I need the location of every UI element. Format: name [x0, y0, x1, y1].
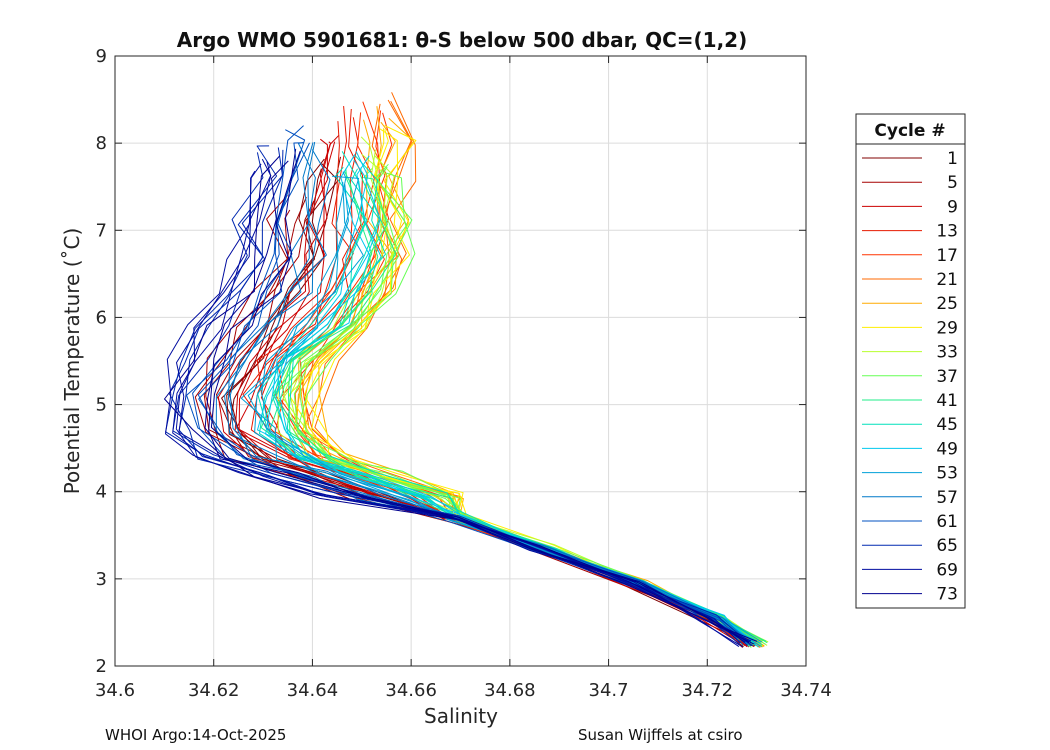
- x-tick-label: 34.66: [385, 680, 437, 701]
- y-tick-label: 7: [96, 220, 107, 241]
- footer-credit-right: Susan Wijffels at csiro: [578, 726, 743, 744]
- x-tick-label: 34.6: [95, 680, 135, 701]
- profile-line-cycle-37: [293, 163, 751, 647]
- axis-ticks: [114, 55, 807, 667]
- x-tick-label: 34.7: [589, 680, 629, 701]
- y-tick-label: 2: [96, 656, 107, 677]
- legend-title: Cycle #: [874, 121, 945, 141]
- legend-label-9: 9: [947, 197, 958, 217]
- y-tick-label: 4: [96, 482, 107, 503]
- profile-line-cycle-69: [175, 170, 752, 642]
- y-axis-label: Potential Temperature (˚C): [60, 228, 84, 495]
- legend-label-37: 37: [936, 367, 958, 387]
- x-tick-label: 34.72: [682, 680, 734, 701]
- x-axis-label: Salinity: [424, 704, 498, 728]
- profile-line-cycle-73: [164, 155, 750, 644]
- profile-line-cycle-5: [215, 200, 746, 647]
- footer-credit-left: WHOI Argo:14-Oct-2025: [105, 726, 287, 744]
- legend-label-5: 5: [947, 173, 958, 193]
- legend-label-13: 13: [936, 222, 958, 242]
- x-tick-label: 34.64: [287, 680, 339, 701]
- y-tick-label: 3: [96, 569, 107, 590]
- profile-line-cycle-33: [289, 155, 755, 646]
- profile-line-cycle-73: [208, 160, 746, 643]
- legend-label-25: 25: [936, 294, 958, 314]
- legend-label-61: 61: [936, 512, 958, 532]
- chart-title: Argo WMO 5901681: θ-S below 500 dbar, QC…: [177, 28, 747, 52]
- x-tick-labels: 34.6 34.62 34.64 34.66 34.68 34.7 34.72 34.74: [95, 680, 832, 701]
- legend-entries: 1 5 9 13 17 21 25 29 33 37 41 45 49 53 57 61 65 69 73: [862, 149, 958, 605]
- x-tick-label: 34.68: [484, 680, 536, 701]
- legend-label-17: 17: [936, 246, 958, 266]
- plot-area: [164, 92, 769, 648]
- x-tick-label: 34.62: [188, 680, 240, 701]
- profile-line-cycle-53: [261, 184, 761, 647]
- legend-label-53: 53: [936, 464, 958, 484]
- legend-label-29: 29: [936, 318, 958, 338]
- legend-label-73: 73: [936, 585, 958, 605]
- legend: Cycle # 1 5 9 13 17 21 25 29 33 37 41 45 49 53 57 61 65 6…: [855, 113, 966, 609]
- legend-box: [855, 113, 966, 609]
- legend-label-69: 69: [936, 560, 958, 580]
- legend-label-45: 45: [936, 415, 958, 435]
- legend-label-21: 21: [936, 270, 958, 290]
- y-tick-label: 5: [96, 395, 107, 416]
- y-tick-label: 6: [96, 307, 107, 328]
- legend-label-49: 49: [936, 439, 958, 459]
- legend-label-1: 1: [947, 149, 958, 169]
- x-tick-label: 34.74: [780, 680, 832, 701]
- legend-label-65: 65: [936, 536, 958, 556]
- legend-label-41: 41: [936, 391, 958, 411]
- axes-box: [114, 55, 807, 667]
- y-tick-label: 8: [96, 133, 107, 154]
- legend-label-57: 57: [936, 488, 958, 508]
- y-tick-label: 9: [96, 46, 107, 67]
- profile-line-cycle-57: [224, 149, 744, 646]
- y-tick-labels: 2 3 4 5 6 7 8 9: [96, 46, 107, 677]
- profile-line-cycle-73: [210, 148, 758, 642]
- legend-label-33: 33: [936, 343, 958, 363]
